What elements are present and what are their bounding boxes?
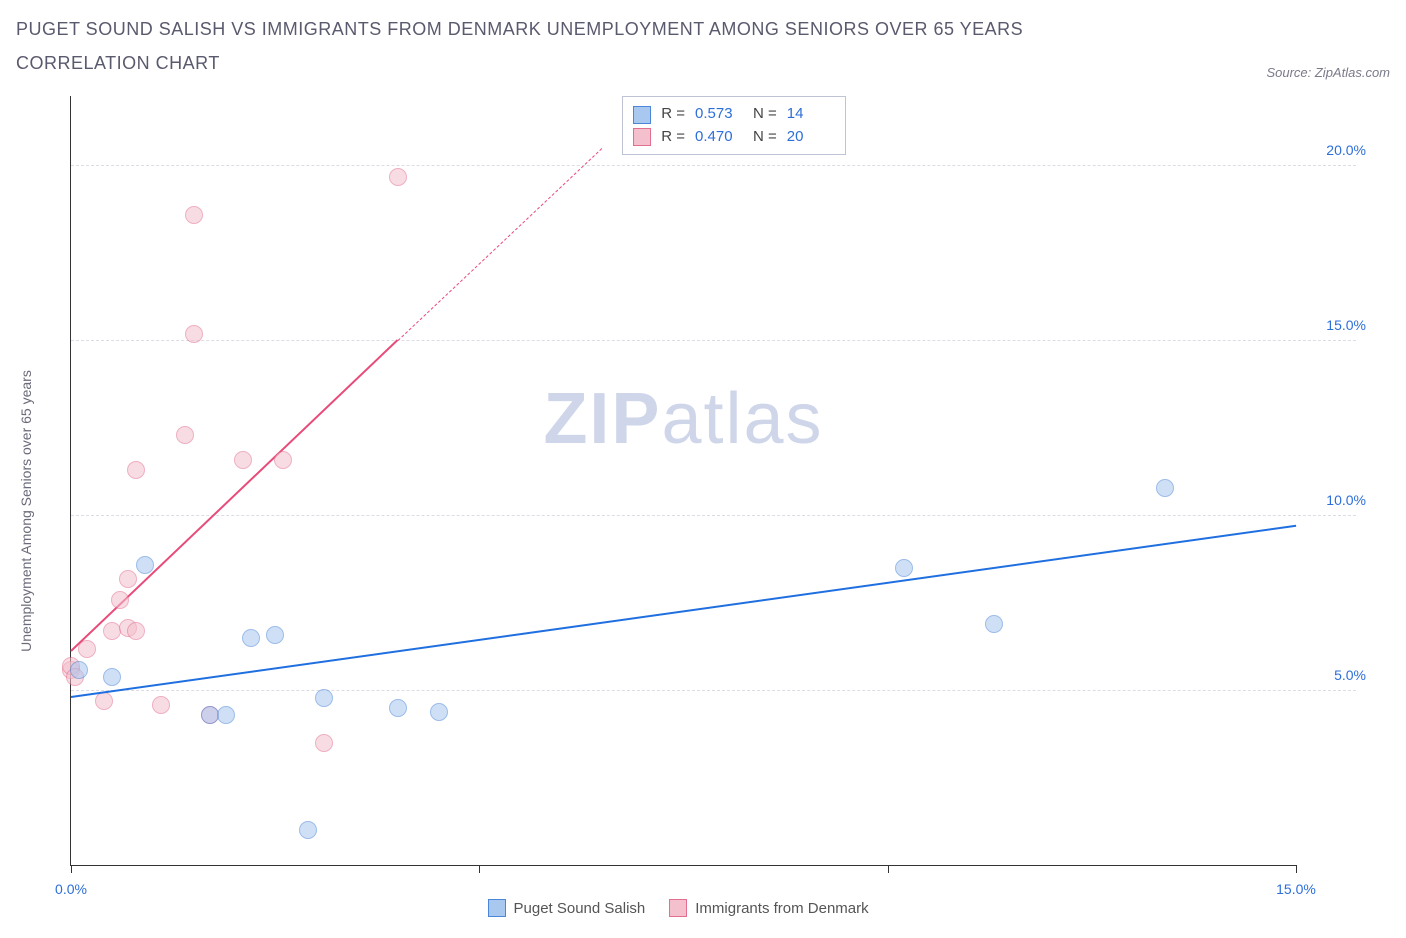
x-tick-label: 15.0% bbox=[1276, 881, 1316, 897]
bottom-legend: Puget Sound Salish Immigrants from Denma… bbox=[488, 899, 869, 917]
data-point bbox=[299, 821, 317, 839]
chart-header: PUGET SOUND SALISH VS IMMIGRANTS FROM DE… bbox=[16, 12, 1390, 80]
data-point bbox=[185, 206, 203, 224]
data-point bbox=[78, 640, 96, 658]
legend-swatch-icon bbox=[488, 899, 506, 917]
x-tick bbox=[479, 865, 480, 873]
stat-n-value: 14 bbox=[787, 103, 835, 126]
legend-item: Immigrants from Denmark bbox=[669, 899, 868, 917]
data-point bbox=[430, 703, 448, 721]
plot-area: ZIPatlas R = 0.573 N = 14 R = 0.470 N = … bbox=[70, 96, 1296, 866]
data-point bbox=[95, 692, 113, 710]
y-tick-label: 20.0% bbox=[1326, 142, 1366, 158]
data-point bbox=[127, 461, 145, 479]
chart-source: Source: ZipAtlas.com bbox=[1266, 65, 1390, 80]
data-point bbox=[274, 451, 292, 469]
stat-r-label: R = bbox=[661, 103, 685, 126]
legend-swatch-icon bbox=[633, 128, 651, 146]
data-point bbox=[234, 451, 252, 469]
data-point bbox=[389, 168, 407, 186]
data-point bbox=[176, 426, 194, 444]
y-tick-label: 10.0% bbox=[1326, 492, 1366, 508]
x-tick bbox=[888, 865, 889, 873]
stat-n-value: 20 bbox=[787, 126, 835, 149]
legend-swatch-icon bbox=[669, 899, 687, 917]
x-tick bbox=[1296, 865, 1297, 873]
data-point bbox=[217, 706, 235, 724]
data-point bbox=[389, 699, 407, 717]
y-tick-label: 5.0% bbox=[1334, 667, 1366, 683]
data-point bbox=[127, 622, 145, 640]
data-point bbox=[985, 615, 1003, 633]
legend-series-label: Puget Sound Salish bbox=[514, 900, 646, 917]
stats-legend-row: R = 0.573 N = 14 bbox=[633, 103, 835, 126]
y-tick-label: 15.0% bbox=[1326, 317, 1366, 333]
data-point bbox=[315, 689, 333, 707]
data-point bbox=[136, 556, 154, 574]
data-point bbox=[70, 661, 88, 679]
stat-n-label: N = bbox=[753, 126, 777, 149]
stat-r-value: 0.573 bbox=[695, 103, 743, 126]
chart-title: PUGET SOUND SALISH VS IMMIGRANTS FROM DE… bbox=[16, 12, 1116, 80]
gridline bbox=[71, 690, 1356, 691]
trend-line-dashed bbox=[397, 148, 602, 341]
data-point bbox=[315, 734, 333, 752]
data-point bbox=[152, 696, 170, 714]
data-point bbox=[1156, 479, 1174, 497]
gridline bbox=[71, 515, 1356, 516]
stats-legend-row: R = 0.470 N = 20 bbox=[633, 126, 835, 149]
stat-r-value: 0.470 bbox=[695, 126, 743, 149]
data-point bbox=[895, 559, 913, 577]
legend-series-label: Immigrants from Denmark bbox=[695, 900, 868, 917]
gridline bbox=[71, 165, 1356, 166]
chart-container: Unemployment Among Seniors over 65 years… bbox=[16, 96, 1386, 926]
watermark: ZIPatlas bbox=[543, 378, 823, 460]
data-point bbox=[119, 570, 137, 588]
data-point bbox=[201, 706, 219, 724]
legend-item: Puget Sound Salish bbox=[488, 899, 646, 917]
stat-r-label: R = bbox=[661, 126, 685, 149]
trend-line bbox=[71, 524, 1296, 697]
stat-n-label: N = bbox=[753, 103, 777, 126]
gridline bbox=[71, 340, 1356, 341]
data-point bbox=[266, 626, 284, 644]
legend-swatch-icon bbox=[633, 106, 651, 124]
stats-legend: R = 0.573 N = 14 R = 0.470 N = 20 bbox=[622, 96, 846, 155]
data-point bbox=[111, 591, 129, 609]
y-axis-label: Unemployment Among Seniors over 65 years bbox=[18, 371, 34, 653]
x-tick-label: 0.0% bbox=[55, 881, 87, 897]
data-point bbox=[242, 629, 260, 647]
data-point bbox=[185, 325, 203, 343]
data-point bbox=[103, 622, 121, 640]
data-point bbox=[103, 668, 121, 686]
x-tick bbox=[71, 865, 72, 873]
